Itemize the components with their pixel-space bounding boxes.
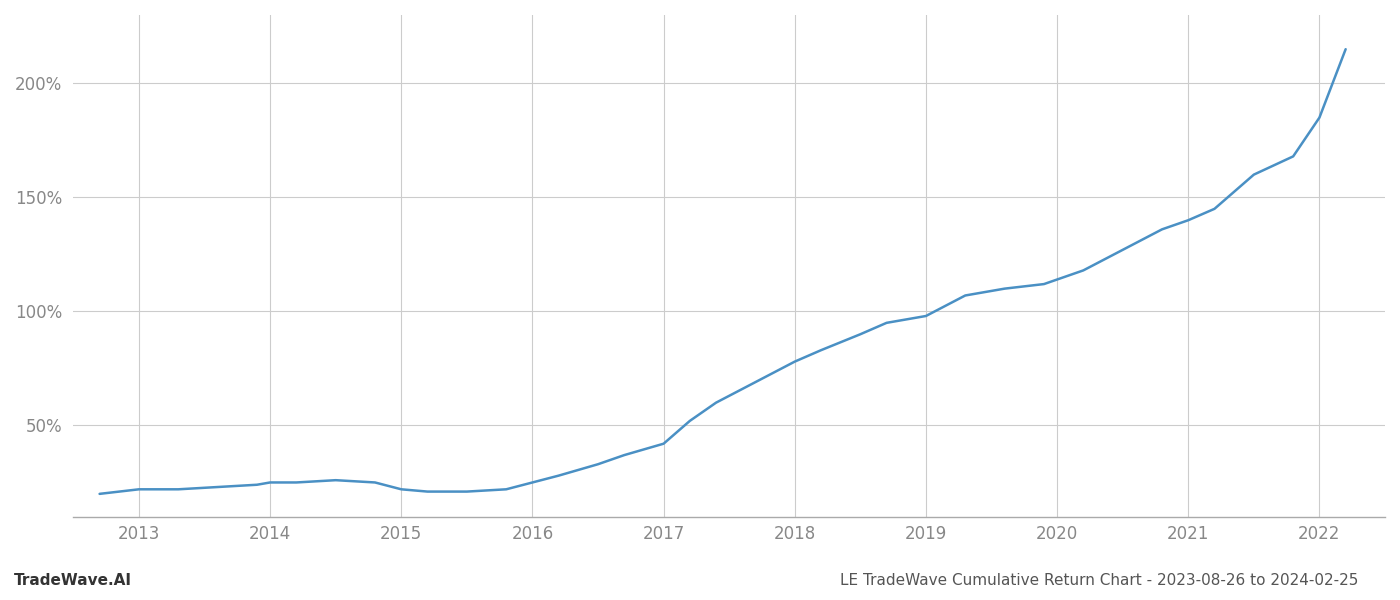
- Text: TradeWave.AI: TradeWave.AI: [14, 573, 132, 588]
- Text: LE TradeWave Cumulative Return Chart - 2023-08-26 to 2024-02-25: LE TradeWave Cumulative Return Chart - 2…: [840, 573, 1358, 588]
